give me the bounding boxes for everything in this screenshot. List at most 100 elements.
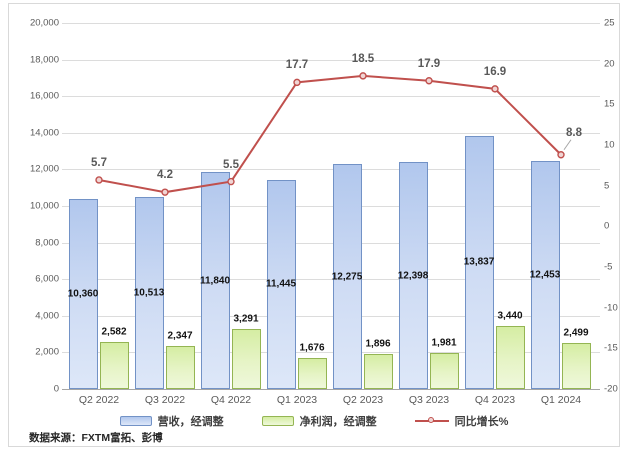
growth-line-marker	[557, 151, 565, 159]
x-axis-label: Q2 2022	[78, 394, 120, 406]
revenue-bar-value-label: 12,398	[397, 270, 429, 282]
revenue-bar	[266, 179, 296, 389]
net-profit-bar	[99, 341, 129, 389]
revenue-bar	[398, 162, 428, 389]
net-profit-bar-value-label: 1,896	[365, 338, 391, 350]
plot-area: 0 2,000 4,000 6,000 8,000 10,000 12,000 14,000 1…	[30, 18, 618, 407]
revenue-bar-value-label: 10,513	[133, 287, 165, 299]
gridline	[62, 279, 600, 281]
net-profit-bar	[165, 346, 195, 389]
gridline	[62, 242, 600, 244]
y-axis-label-left: 10,000	[29, 200, 59, 212]
net-profit-bar-value-label: 1,676	[299, 342, 325, 354]
growth-value-label: 16.9	[483, 65, 507, 78]
y-axis-label-right: 5	[604, 180, 610, 192]
y-axis-label-left: 4,000	[35, 310, 59, 322]
revenue-bar-value-label: 12,275	[331, 271, 363, 283]
net-profit-bar-value-label: 2,347	[167, 330, 193, 342]
x-axis-label: Q3 2023	[408, 394, 450, 406]
growth-line	[95, 72, 572, 196]
growth-line-marker	[491, 85, 499, 93]
revenue-bar-value-label: 13,837	[463, 256, 495, 268]
net-profit-bar	[561, 343, 591, 389]
y-axis-label-right: 10	[604, 139, 615, 151]
source-note: 数据来源：FXTM富拓、彭博	[29, 432, 163, 444]
y-axis-label-right: -15	[604, 342, 618, 354]
gridline	[62, 59, 600, 61]
net-profit-bar-value-label: 2,499	[563, 327, 589, 339]
x-axis-label: Q4 2022	[210, 394, 252, 406]
growth-value-label: 8.8	[566, 126, 582, 139]
growth-value-label: 4.2	[157, 169, 173, 182]
net-profit-bar	[429, 352, 459, 389]
legend-label-growth: 同比增长%	[454, 416, 509, 428]
x-axis-label: Q4 2023	[474, 394, 516, 406]
growth-line-marker	[359, 72, 367, 80]
y-axis-label-left: 6,000	[35, 273, 59, 285]
revenue-bar-value-label: 11,445	[265, 278, 297, 290]
y-axis-label-right: 25	[604, 17, 615, 29]
revenue-bar	[530, 161, 560, 389]
y-axis-label-right: 0	[604, 220, 610, 232]
y-axis-label-left: 16,000	[29, 90, 59, 102]
y-axis-label-right: -5	[604, 261, 613, 273]
legend-item-net-profit: 净利润，经调整	[261, 413, 377, 429]
net-profit-bar-value-label: 3,291	[233, 313, 259, 325]
growth-value-label: 5.5	[223, 158, 239, 171]
revenue-bar	[68, 199, 98, 389]
revenue-bar-value-label: 11,840	[199, 275, 231, 287]
gridline	[62, 23, 600, 24]
net-profit-swatch-icon	[261, 416, 294, 426]
net-profit-bar	[231, 328, 261, 389]
revenue-bar	[200, 172, 230, 389]
net-profit-bar	[297, 358, 327, 389]
y-axis-label-left: 20,000	[29, 17, 59, 29]
x-axis-label: Q2 2023	[342, 394, 384, 406]
revenue-bar-value-label: 10,360	[67, 288, 99, 300]
revenue-bar	[332, 164, 362, 389]
growth-line-marker	[227, 177, 235, 186]
x-axis-label: Q1 2023	[276, 394, 318, 406]
gridline	[62, 315, 600, 317]
growth-value-label: 17.9	[417, 57, 441, 70]
growth-line-swatch-icon	[414, 416, 449, 426]
net-profit-bar-value-label: 1,981	[431, 337, 457, 349]
y-axis-label-left: 12,000	[29, 163, 59, 175]
y-axis-label-left: 14,000	[29, 127, 59, 139]
x-axis-label: Q1 2024	[540, 394, 582, 406]
net-profit-bar-value-label: 3,440	[497, 310, 523, 322]
label-leader-line	[563, 139, 572, 151]
y-axis-label-right: 15	[604, 98, 615, 110]
revenue-swatch-icon	[119, 416, 152, 426]
legend-label-net-profit: 净利润，经调整	[299, 416, 377, 428]
y-axis-label-left: 18,000	[29, 54, 59, 66]
revenue-bar	[464, 135, 494, 389]
x-axis-line	[62, 389, 600, 390]
growth-line-marker	[95, 176, 103, 184]
y-axis-label-right: -10	[604, 302, 618, 314]
gridline	[62, 169, 600, 171]
legend-label-revenue: 营收，经调整	[157, 416, 224, 428]
gridline	[62, 352, 600, 354]
growth-value-label: 18.5	[351, 52, 375, 65]
growth-value-label: 17.7	[285, 59, 309, 72]
growth-line-marker	[425, 77, 433, 85]
y-axis-label-right: -20	[604, 383, 618, 395]
legend-item-growth: 同比增长%	[414, 413, 509, 429]
chart-frame: 0 2,000 4,000 6,000 8,000 10,000 12,000 14,000 1…	[8, 3, 620, 447]
growth-line-marker	[161, 188, 169, 196]
x-axis-label: Q3 2022	[144, 394, 186, 406]
gridline	[62, 96, 600, 98]
y-axis-label-left: 0	[53, 383, 59, 395]
y-axis-label-left: 2,000	[35, 346, 59, 358]
revenue-bar	[134, 196, 164, 389]
gridline	[62, 132, 600, 134]
net-profit-bar-value-label: 2,582	[101, 326, 127, 338]
y-axis-label-left: 8,000	[35, 237, 59, 249]
revenue-bar-value-label: 12,453	[529, 269, 561, 281]
growth-value-label: 5.7	[91, 156, 107, 169]
net-profit-bar	[495, 326, 525, 389]
growth-line-marker	[293, 78, 301, 87]
y-axis-label-right: 20	[604, 58, 615, 70]
